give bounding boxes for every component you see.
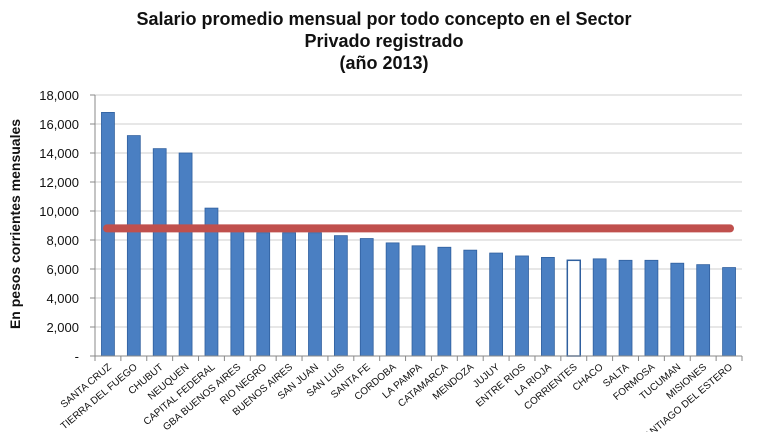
bar-san-juan <box>308 232 322 357</box>
y-tick-label: - <box>75 349 79 364</box>
bar-santa-cruz <box>101 112 115 357</box>
chart-title-line-3: (año 2013) <box>339 53 429 73</box>
y-tick-label: 16,000 <box>39 117 79 132</box>
y-axis-title: En pesos corrientes mensuales <box>7 119 23 329</box>
bar-corrientes <box>566 259 581 357</box>
bar-neuquen <box>178 152 193 357</box>
bar-misiones <box>696 264 711 357</box>
bar-santiago-del-estero <box>722 267 736 357</box>
bar-mendoza <box>463 249 478 357</box>
y-tick-label: 10,000 <box>39 204 79 219</box>
bar-santa-fe <box>359 238 374 357</box>
bar-gba-buenos-aires <box>230 229 245 357</box>
bar-san-luis <box>333 235 348 357</box>
bar-tierra-del-fuego <box>126 135 141 357</box>
y-tick-label: 12,000 <box>39 175 79 190</box>
bar-jujuy <box>489 252 504 357</box>
bar-la-pampa <box>411 245 426 357</box>
y-tick-label: 18,000 <box>39 88 79 103</box>
y-tick-label: 4,000 <box>46 291 79 306</box>
y-tick-label: 8,000 <box>46 233 79 248</box>
bar-salta <box>618 259 633 357</box>
bar-chaco <box>592 258 607 357</box>
axes <box>90 94 743 361</box>
bar-formosa <box>644 259 659 357</box>
y-tick-label: 2,000 <box>46 320 79 335</box>
bar-entre-rios <box>515 255 529 357</box>
bar-la-rioja <box>541 256 555 357</box>
chart-title-line-2: Privado registrado <box>304 31 464 51</box>
bar-catamarca <box>437 246 452 357</box>
bar-cordoba <box>385 242 400 357</box>
bars <box>101 112 736 357</box>
y-tick-labels: - 2,000 4,000 6,000 8,000 10,000 12,000 14,000 1… <box>39 88 79 364</box>
bar-rio-negro <box>256 232 271 357</box>
y-tick-label: 14,000 <box>39 146 79 161</box>
y-tick-label: 6,000 <box>46 262 79 277</box>
bar-tucuman <box>670 262 685 357</box>
bar-chubut <box>152 148 167 357</box>
chart-title-line-1: Salario promedio mensual por todo concep… <box>136 9 632 29</box>
chart-title: Salario promedio mensual por todo concep… <box>0 8 768 74</box>
bar-buenos-aires <box>282 232 296 357</box>
